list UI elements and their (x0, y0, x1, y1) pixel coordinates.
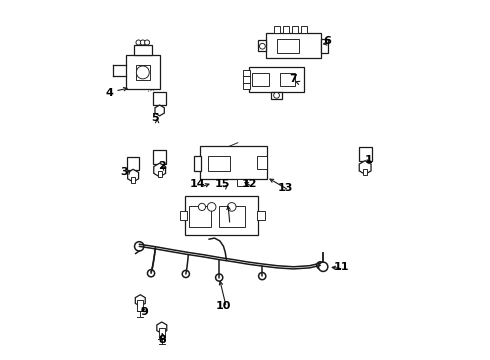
Text: 7: 7 (290, 74, 297, 84)
Text: 6: 6 (323, 36, 331, 46)
Text: 2: 2 (158, 161, 166, 171)
Bar (363, 169, 367, 175)
Circle shape (227, 203, 236, 211)
Bar (126, 55, 160, 89)
Text: 3: 3 (120, 167, 127, 177)
Text: 8: 8 (158, 334, 166, 345)
Bar (194, 156, 201, 171)
Bar (237, 179, 247, 186)
Circle shape (259, 273, 266, 280)
Bar (127, 157, 139, 170)
Bar (159, 328, 165, 338)
Polygon shape (155, 105, 164, 116)
Polygon shape (128, 169, 139, 182)
Bar (185, 197, 258, 235)
Bar (257, 211, 265, 220)
Circle shape (136, 40, 141, 45)
Bar (179, 211, 188, 220)
Bar (301, 26, 307, 33)
Bar (283, 26, 289, 33)
Bar (243, 83, 250, 89)
Bar (252, 73, 270, 86)
Text: 1: 1 (365, 155, 372, 165)
Text: 4: 4 (105, 88, 113, 98)
Bar (136, 65, 150, 80)
Circle shape (274, 93, 279, 98)
Bar (274, 26, 280, 33)
Circle shape (182, 270, 190, 278)
Bar (266, 33, 321, 58)
Text: 13: 13 (277, 183, 293, 193)
Bar (243, 70, 250, 76)
Circle shape (198, 203, 205, 211)
Bar (257, 156, 267, 169)
Bar (249, 67, 304, 93)
Circle shape (207, 203, 216, 211)
Bar (359, 147, 371, 161)
Bar (277, 39, 299, 53)
Bar (321, 39, 328, 53)
Text: 14: 14 (190, 179, 205, 189)
Circle shape (135, 242, 144, 251)
Text: 12: 12 (242, 179, 257, 189)
Circle shape (145, 40, 149, 45)
Bar (153, 149, 166, 164)
Polygon shape (154, 163, 166, 177)
Polygon shape (135, 295, 145, 306)
Bar (258, 40, 267, 51)
Circle shape (140, 40, 146, 45)
Circle shape (136, 66, 149, 79)
Text: 11: 11 (333, 262, 349, 272)
Bar (137, 301, 143, 311)
Circle shape (318, 262, 328, 271)
Text: 15: 15 (215, 179, 230, 189)
Bar (189, 206, 211, 227)
Bar (134, 45, 152, 55)
Bar (243, 76, 250, 83)
Circle shape (260, 43, 265, 49)
Circle shape (216, 274, 223, 281)
Bar (219, 206, 245, 227)
Text: 5: 5 (151, 113, 158, 123)
Bar (293, 26, 298, 33)
Text: 10: 10 (216, 301, 231, 311)
Bar (280, 73, 295, 86)
Bar (158, 171, 162, 177)
Circle shape (147, 270, 155, 277)
Polygon shape (359, 161, 371, 174)
Bar (200, 146, 267, 179)
Polygon shape (157, 322, 167, 333)
Circle shape (317, 262, 324, 269)
Bar (131, 177, 135, 183)
Bar (153, 92, 166, 105)
Bar (208, 156, 230, 171)
Text: 9: 9 (140, 307, 148, 316)
Bar (271, 92, 282, 99)
